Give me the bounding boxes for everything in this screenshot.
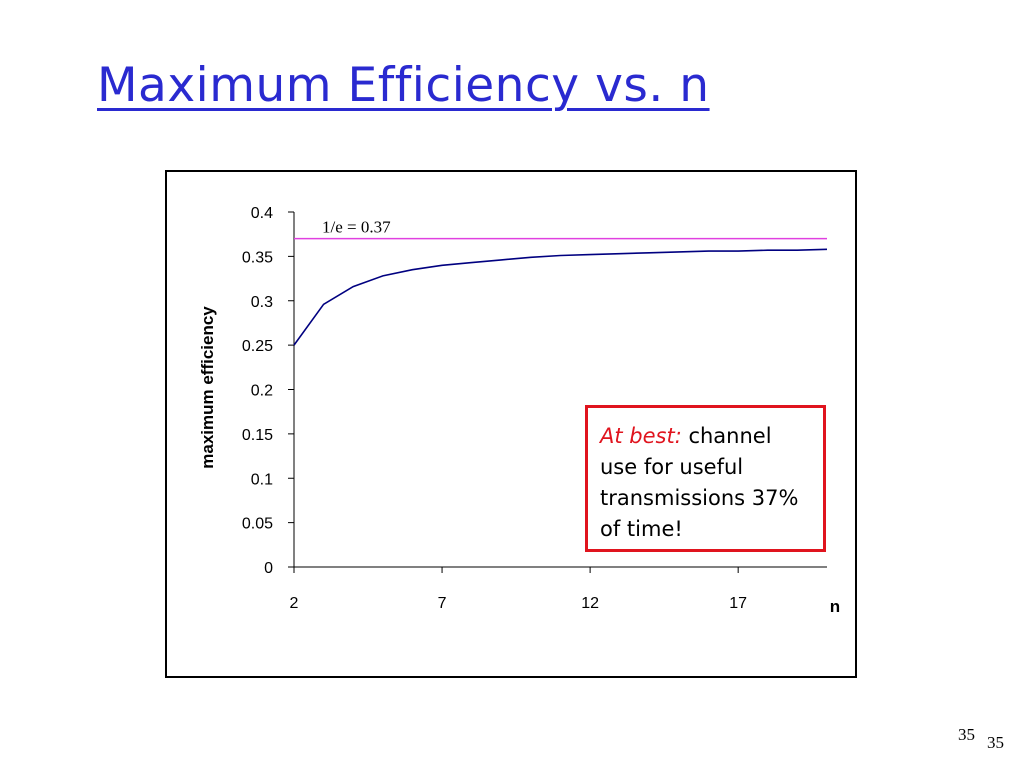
x-tick-label: 17 xyxy=(729,595,747,612)
efficiency-series-line xyxy=(293,248,828,346)
y-tick-label: 0.15 xyxy=(242,427,273,444)
x-axis-title: n xyxy=(830,597,840,616)
y-tick-label: 0.2 xyxy=(251,383,273,400)
efficiency-chart: 0 0.05 0.1 0.15 0.2 0.25 0.3 0.35 0.4 2 7 12 17 n maxi… xyxy=(198,205,840,616)
y-tick-label: 0.35 xyxy=(242,249,273,266)
callout-emphasis: At best: xyxy=(600,424,682,448)
callout-box: At best: channel use for useful transmis… xyxy=(585,405,826,552)
page-number-secondary: 35 xyxy=(987,733,1004,752)
x-tick-label: 7 xyxy=(438,595,447,612)
callout-text: channel use for useful transmissions 37%… xyxy=(600,424,799,541)
y-tick-label: 0.05 xyxy=(242,516,273,533)
y-axis-title: maximum efficiency xyxy=(198,306,217,469)
page-number-primary: 35 xyxy=(958,725,975,744)
y-tick-label: 0.25 xyxy=(242,338,273,355)
y-tick-label: 0.4 xyxy=(251,205,273,222)
y-tick-label: 0.3 xyxy=(251,294,273,311)
y-tick-label: 0 xyxy=(264,560,273,577)
y-tick-label: 0.1 xyxy=(251,471,273,488)
reference-line-label: 1/e = 0.37 xyxy=(322,218,391,237)
x-tick-label: 12 xyxy=(581,595,599,612)
x-tick-label: 2 xyxy=(290,595,299,612)
slide-title: Maximum Efficiency vs. n xyxy=(97,58,710,113)
